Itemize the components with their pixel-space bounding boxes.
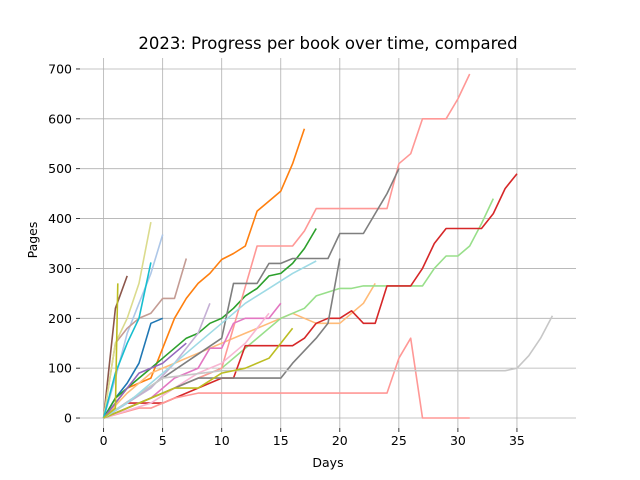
x-tick-label: 30 — [450, 433, 466, 448]
y-tick-label: 500 — [48, 161, 72, 176]
series-line-21 — [102, 262, 152, 419]
series-line-19 — [103, 327, 294, 419]
x-tick-label: 35 — [509, 433, 525, 448]
series-line-18 — [103, 315, 554, 419]
series-line-5 — [102, 228, 317, 419]
y-tick-label: 700 — [48, 61, 72, 76]
series-line-17 — [103, 258, 341, 419]
grid-lines — [80, 58, 576, 428]
series-line-22 — [103, 260, 317, 419]
series-line-3 — [102, 128, 306, 419]
x-tick-label: 10 — [214, 433, 230, 448]
series-line-10 — [102, 342, 187, 419]
series-lines — [102, 73, 554, 419]
y-tick-label: 100 — [48, 361, 72, 376]
series-line-6 — [103, 198, 495, 419]
x-tick-label: 5 — [159, 433, 167, 448]
series-line-16 — [103, 168, 400, 419]
chart-title: 2023: Progress per book over time, compa… — [138, 34, 517, 53]
x-tick-label: 0 — [100, 433, 108, 448]
y-axis-label: Pages — [25, 222, 40, 259]
series-line-4 — [103, 282, 376, 419]
x-axis-ticks: 0 5 10 15 20 25 30 35 — [100, 428, 525, 448]
x-tick-label: 25 — [391, 433, 407, 448]
y-tick-label: 300 — [48, 261, 72, 276]
series-line-12 — [102, 275, 128, 419]
y-tick-label: 600 — [48, 111, 72, 126]
series-line-7 — [103, 173, 518, 419]
series-line-20 — [102, 221, 152, 419]
x-tick-label: 20 — [332, 433, 348, 448]
series-line-9 — [103, 73, 471, 419]
y-tick-label: 200 — [48, 311, 72, 326]
x-axis-label: Days — [312, 455, 343, 470]
y-tick-label: 0 — [64, 411, 72, 426]
series-line-8 — [103, 337, 470, 419]
series-line-15 — [103, 312, 270, 419]
y-tick-label: 400 — [48, 211, 72, 226]
series-line-2 — [102, 234, 164, 419]
y-axis-ticks: 0 100 200 300 400 500 600 700 — [48, 61, 80, 426]
series-line-23 — [103, 283, 119, 419]
x-tick-label: 15 — [273, 433, 289, 448]
